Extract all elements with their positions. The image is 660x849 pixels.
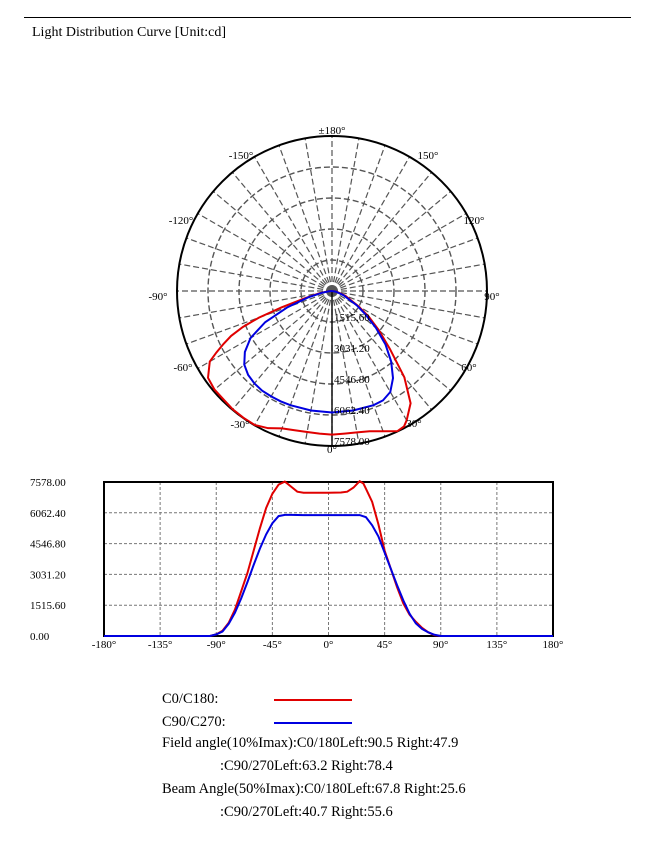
polar-radial-label: 4546.80 xyxy=(334,374,370,386)
x-tick-label: -135° xyxy=(148,639,173,651)
polar-angle-label: 60° xyxy=(461,362,476,374)
x-tick-label: 180° xyxy=(543,639,564,651)
polar-grid-radial xyxy=(331,145,386,292)
polar-grid-radial xyxy=(197,290,333,370)
polar-radial-label: 3031.20 xyxy=(334,343,370,355)
polar-grid-radial xyxy=(212,190,333,292)
polar-angle-label: ±180° xyxy=(319,125,346,137)
x-tick-label: -180° xyxy=(92,639,117,651)
x-tick-label: 0° xyxy=(324,639,334,651)
polar-radial-label: 7578.00 xyxy=(334,436,370,448)
polar-angle-label: -60° xyxy=(173,362,192,374)
polar-grid-radial xyxy=(331,237,478,292)
y-tick-label: 4546.80 xyxy=(30,539,66,551)
x-tick-label: 135° xyxy=(486,639,507,651)
polar-series-c90-c270 xyxy=(243,290,395,414)
polar-grid xyxy=(176,135,488,447)
polar-grid-radial xyxy=(253,156,333,292)
polar-grid-radial xyxy=(186,237,333,292)
polar-radial-label: 6062.40 xyxy=(334,405,370,417)
polar-grid-radial xyxy=(231,171,333,292)
polar-grid-radial xyxy=(212,290,333,392)
polar-angle-label: 90° xyxy=(484,291,499,303)
legend-label-c90: C90/C270: xyxy=(162,714,226,730)
line-chart: 0.00 1515.60 3031.20 4546.80 6062.40 7578.00 -… xyxy=(30,477,563,651)
line-chart-frame xyxy=(103,481,554,637)
field-angle-c90: :C90/270Left:63.2 Right:78.4 xyxy=(220,758,393,774)
line-series xyxy=(104,479,553,637)
x-tick-label: 45° xyxy=(377,639,392,651)
top-rule xyxy=(24,17,631,18)
polar-grid-radial xyxy=(331,171,433,292)
polar-grid-radial xyxy=(331,190,452,292)
polar-grid-radial xyxy=(331,290,360,444)
polar-angle-label: -150° xyxy=(229,150,254,162)
polar-grid-radial xyxy=(304,138,333,292)
line-labels: 0.00 1515.60 3031.20 4546.80 6062.40 7578.00 -… xyxy=(30,477,563,651)
polar-angle-label: -30° xyxy=(230,419,249,431)
y-tick-label: 7578.00 xyxy=(30,477,66,489)
polar-chart: 1515.60 3031.20 4546.80 6062.40 7578.00 ±180°… xyxy=(148,125,499,456)
polar-grid-radial xyxy=(331,263,485,292)
legend-swatch-c0 xyxy=(274,699,352,701)
polar-angle-label: 0° xyxy=(327,444,337,456)
y-tick-label: 0.00 xyxy=(30,631,50,643)
polar-grid-radial xyxy=(331,290,386,437)
polar-grid-radial xyxy=(331,290,433,411)
polar-angle-label: -120° xyxy=(169,215,194,227)
x-tick-label: 90° xyxy=(433,639,448,651)
polar-grid-radial xyxy=(331,290,485,319)
polar-grid-radial xyxy=(253,290,333,426)
polar-grid-radial xyxy=(179,263,333,292)
polar-grid-radial xyxy=(278,145,333,292)
y-tick-label: 1515.60 xyxy=(30,600,66,612)
polar-grid-radial xyxy=(331,138,360,292)
legend-item-c90: C90/C270: xyxy=(162,711,352,734)
line-series-c90-c270 xyxy=(104,513,553,637)
polar-grid-radial xyxy=(304,290,333,444)
polar-angle-label: 30° xyxy=(406,418,421,430)
polar-grid-radial xyxy=(331,290,478,345)
polar-series xyxy=(206,290,412,436)
polar-grid-radial xyxy=(331,290,411,426)
polar-grid-radial xyxy=(197,212,333,292)
legend-swatch-c90 xyxy=(274,722,352,724)
x-tick-label: -90° xyxy=(207,639,226,651)
polar-grid-radial xyxy=(278,290,333,437)
polar-angle-label: 150° xyxy=(418,150,439,162)
polar-series-c0-c180 xyxy=(206,290,412,436)
polar-grid-radial xyxy=(179,290,333,319)
polar-grid-radial xyxy=(331,290,467,370)
polar-grid-radial xyxy=(331,212,467,292)
y-tick-label: 6062.40 xyxy=(30,508,66,520)
page-title: Light Distribution Curve [Unit:cd] xyxy=(32,25,227,40)
polar-grid-radial xyxy=(331,156,411,292)
legend: C0/C180: C90/C270: xyxy=(162,688,352,734)
legend-item-c0: C0/C180: xyxy=(162,688,352,711)
polar-angle-label: 120° xyxy=(464,215,485,227)
beam-angle-c0: Beam Angle(50%Imax):C0/180Left:67.8 Righ… xyxy=(162,781,466,797)
polar-radial-label: 1515.60 xyxy=(334,312,370,324)
polar-grid-circle xyxy=(269,228,395,354)
legend-label-c0: C0/C180: xyxy=(162,691,219,707)
x-tick-label: -45° xyxy=(263,639,282,651)
polar-grid-radial xyxy=(231,290,333,411)
polar-grid-radial xyxy=(331,290,452,392)
polar-labels: 1515.60 3031.20 4546.80 6062.40 7578.00 ±180°… xyxy=(148,125,499,456)
y-tick-label: 3031.20 xyxy=(30,569,66,581)
field-angle-c0: Field angle(10%Imax):C0/180Left:90.5 Rig… xyxy=(162,735,459,751)
polar-angle-label: -90° xyxy=(148,291,167,303)
beam-angle-c90: :C90/270Left:40.7 Right:55.6 xyxy=(220,804,393,820)
line-grid xyxy=(103,481,554,637)
